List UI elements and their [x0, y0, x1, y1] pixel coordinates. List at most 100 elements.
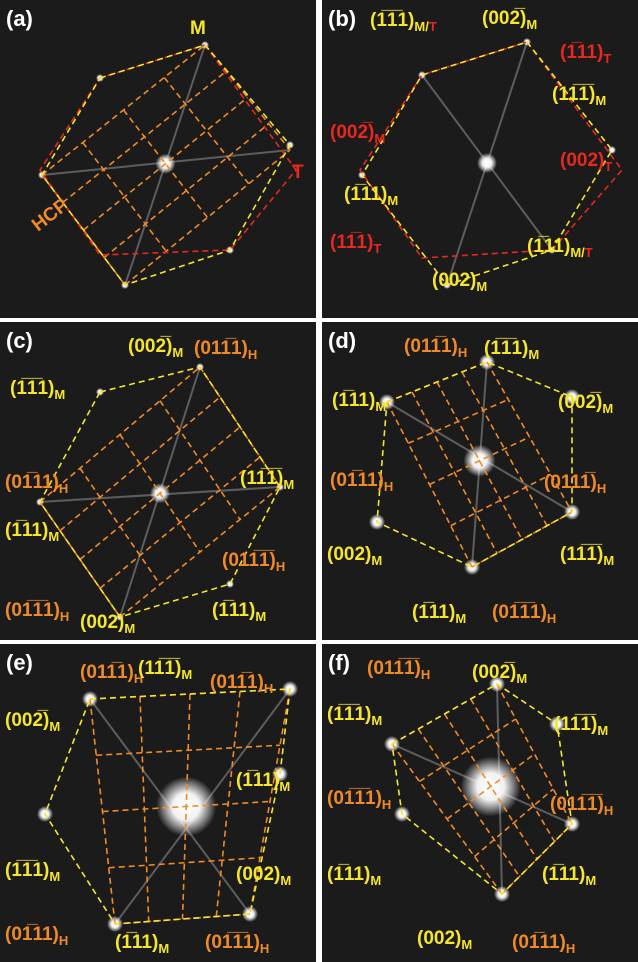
- miller-index-label: (011̅1)H: [404, 336, 467, 360]
- label-subscript: H: [260, 941, 269, 956]
- label-text: (01̅1̅1): [327, 788, 382, 809]
- label-text: (002): [560, 150, 604, 171]
- label-subscript: H: [384, 479, 393, 494]
- label-subscript: H: [458, 345, 467, 360]
- label-subscript: M: [585, 873, 596, 888]
- label-subscript: M: [158, 941, 169, 956]
- label-subscript: M: [374, 131, 385, 146]
- label-text: (002̅): [482, 8, 526, 29]
- miller-index-label: (01̅11)H: [5, 924, 68, 948]
- label-text: (1̅11): [327, 864, 370, 885]
- miller-index-label: (01̅1̅1)H: [327, 788, 391, 812]
- label-subscript: M: [528, 347, 539, 362]
- label-subscript: H: [382, 797, 391, 812]
- label-subscript: M: [49, 719, 60, 734]
- label-subscript: M: [387, 193, 398, 208]
- miller-index-label: (01̅1̅1)H: [492, 602, 556, 626]
- miller-index-label: (011̅1̅)H: [550, 794, 613, 818]
- label-subscript: H: [597, 481, 606, 496]
- panel-letter: (c): [6, 328, 33, 353]
- label-subscript: H: [276, 559, 285, 574]
- label-text: (1̅11): [560, 42, 603, 63]
- label-subscript: M: [375, 399, 386, 414]
- label-subscript: H: [604, 803, 613, 818]
- label-subscript: H: [248, 347, 257, 362]
- label-text: (002̅): [5, 710, 49, 731]
- miller-index-label: (01̅11)H: [5, 472, 68, 496]
- label-text: (1̅11): [332, 390, 375, 411]
- label-text: (1̅11): [236, 770, 279, 791]
- label-text: (01̅1̅1): [492, 602, 547, 623]
- label-text: (002̅): [558, 392, 602, 413]
- panel-letter: (f): [328, 650, 350, 675]
- miller-index-label: (011̅1)H: [210, 672, 273, 696]
- label-subscript: T: [429, 19, 437, 34]
- label-text: (002): [417, 928, 461, 949]
- label-text: (01̅11): [512, 932, 566, 953]
- label-text: (1̅11): [344, 184, 387, 205]
- miller-index-label: (011̅1)H: [80, 662, 143, 686]
- label-text: (1̅11): [412, 602, 455, 623]
- label-subscript: M: [371, 713, 382, 728]
- panel: (c)(1̅1̅1)M(002̅)M(011̅1)H(01̅11)H(11̅1̅…: [0, 322, 316, 640]
- panel: (a)MTHCP: [0, 0, 316, 318]
- label-text: (1̅1̅1): [370, 10, 414, 31]
- label-text: (11̅1̅): [240, 468, 283, 489]
- label-text: (1̅11): [212, 600, 255, 621]
- label-text: (1̅11): [542, 864, 585, 885]
- label-text: (1̅11): [115, 932, 158, 953]
- label-text: (011̅1̅): [367, 658, 421, 679]
- label-text: (002̅): [330, 122, 374, 143]
- miller-index-label: (011̅1)H: [194, 338, 257, 362]
- label-text: (1̅1̅1): [10, 378, 54, 399]
- label-text: (002): [80, 612, 124, 633]
- label-subscript: T: [585, 245, 593, 260]
- label-subscript: H: [60, 609, 69, 624]
- miller-index-label: (01̅1̅1)H: [5, 600, 69, 624]
- label-text: (1̅1̅1): [5, 860, 49, 881]
- label-subscript: M: [124, 621, 135, 636]
- label-subscript: H: [566, 941, 575, 956]
- label-text: (011̅1): [210, 672, 264, 693]
- label-subscript: M: [280, 873, 291, 888]
- label-subscript: M: [597, 723, 608, 738]
- label-subscript: H: [59, 481, 68, 496]
- label-text: (011̅1̅): [550, 794, 604, 815]
- label-subscript: M: [283, 477, 294, 492]
- label-subscript: M: [476, 279, 487, 294]
- label-text: (01̅1̅1): [205, 932, 260, 953]
- label-subscript: M: [371, 553, 382, 568]
- panel: (e)(011̅1)H(11̅1̅)M(011̅1)H(002̅)M(1̅11)…: [0, 644, 316, 962]
- panel-letter: (b): [328, 6, 356, 31]
- label-subscript: T: [603, 51, 611, 66]
- label-text: (01̅11): [5, 472, 59, 493]
- central-spot: [477, 153, 497, 173]
- label-text: (11̅1̅): [560, 544, 603, 565]
- label-text: (01̅1̅1): [5, 600, 60, 621]
- label-subscript: T: [373, 241, 381, 256]
- panel: (f)(011̅1̅)H(002̅)M(1̅1̅1)M(11̅1̅)M(01̅1…: [322, 644, 638, 962]
- panel: (b)(1̅1̅1)M/T(002̅)M(1̅11)T(11̅1̅)M(002̅…: [322, 0, 638, 318]
- label-text: (002): [432, 270, 476, 291]
- label-text: (1̅1̅1): [327, 704, 371, 725]
- label-subscript: M: [172, 345, 183, 360]
- miller-index-label: M: [190, 18, 206, 39]
- label-text: (0111̅): [544, 472, 597, 493]
- miller-index-label: T: [292, 162, 304, 183]
- miller-index-label: (01̅1̅1)H: [205, 932, 269, 956]
- label-subscript: T: [604, 159, 612, 174]
- label-text: (1̅11): [527, 236, 570, 257]
- miller-index-label: (011̅1̅)H: [222, 550, 285, 574]
- label-subscript: M: [181, 667, 192, 682]
- label-text: (011̅1): [80, 662, 134, 683]
- label-text: (002): [327, 544, 371, 565]
- miller-index-label: (011̅1̅)H: [367, 658, 430, 682]
- label-subscript: M: [595, 93, 606, 108]
- label-text: (01̅11): [330, 470, 384, 491]
- label-text: (011̅1): [404, 336, 458, 357]
- label-subscript: M: [526, 17, 537, 32]
- label-subscript: M: [516, 671, 527, 686]
- figure: (a)MTHCP(b)(1̅1̅1)M/T(002̅)M(1̅11)T(11̅1…: [0, 0, 638, 962]
- page: html, body { margin: 0; padding: 0; back…: [0, 0, 638, 962]
- label-text: (1̅1̅1): [484, 338, 528, 359]
